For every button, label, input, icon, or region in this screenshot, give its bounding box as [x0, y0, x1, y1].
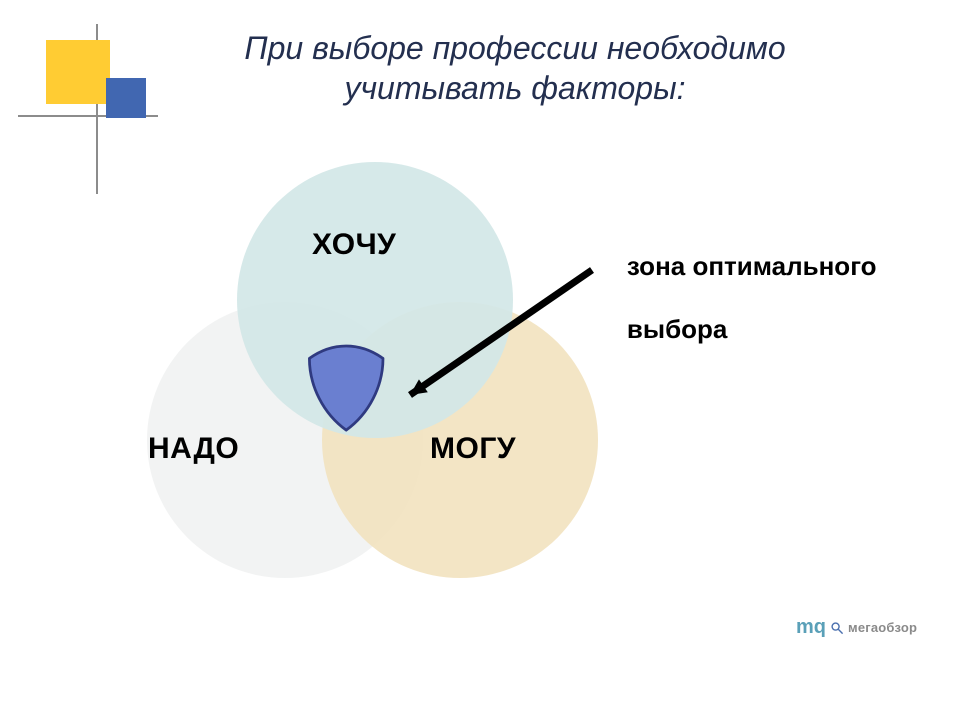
annotation-optimal-zone: зона оптимального выбора: [598, 220, 877, 376]
annotation-line-2: выбора: [627, 314, 727, 344]
magnifier-icon: [830, 621, 844, 635]
logo-mark: mq: [796, 616, 826, 639]
venn-label-left: НАДО: [148, 432, 239, 466]
venn-label-top: ХОЧУ: [312, 228, 396, 262]
slide-stage: При выборе профессии необходимо учитыват…: [0, 0, 960, 720]
venn-label-right: МОГУ: [430, 432, 516, 466]
logo-megaobzor: mq мегаобзор: [796, 616, 917, 639]
logo-word: мегаобзор: [848, 620, 917, 635]
annotation-line-1: зона оптимального: [627, 251, 877, 281]
